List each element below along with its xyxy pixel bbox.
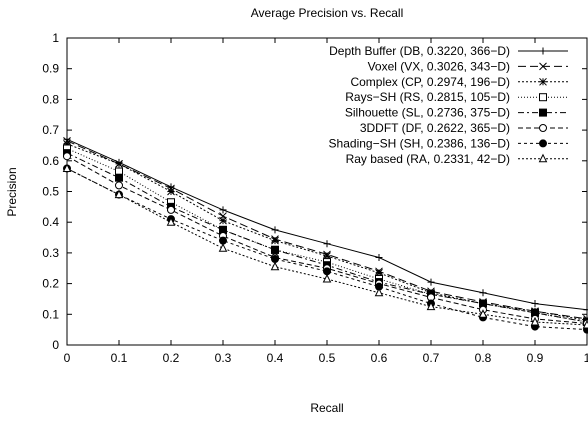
data-point — [219, 216, 227, 225]
x-tick-label: 0.3 — [215, 351, 232, 365]
data-point — [114, 189, 124, 199]
x-axis-label: Recall — [310, 401, 343, 415]
y-tick-label: 0.7 — [42, 123, 59, 137]
y-tick-label: 0.4 — [42, 215, 59, 229]
y-tick-label: 0.9 — [42, 62, 59, 76]
series-line — [66, 140, 588, 320]
data-point — [531, 300, 539, 308]
data-point — [271, 255, 279, 264]
legend-entry: Depth Buffer (DB, 0.3220, 366−D) — [329, 44, 568, 58]
x-tick-label: 0.5 — [319, 351, 336, 365]
data-point — [167, 205, 175, 214]
x-tick-label: 0.8 — [475, 351, 492, 365]
series-layer — [62, 135, 588, 334]
data-point — [218, 243, 228, 252]
data-point — [271, 245, 279, 254]
x-tick-label: 0.2 — [163, 351, 180, 365]
legend-label: Complex (CP, 0.2974, 196−D) — [350, 75, 510, 89]
y-tick-label: 0.3 — [42, 246, 59, 260]
x-tick-label: 0 — [64, 351, 71, 365]
data-point — [427, 278, 435, 286]
series-line — [66, 168, 588, 326]
data-point — [322, 273, 332, 283]
data-point — [479, 289, 487, 297]
data-point — [62, 163, 72, 172]
data-point — [426, 301, 436, 311]
series-line — [66, 152, 588, 323]
data-point — [219, 206, 227, 214]
data-point — [63, 140, 71, 148]
data-point — [539, 77, 547, 86]
chart-title: Average Precision vs. Recall — [251, 6, 404, 20]
legend-label: Shading−SH (SH, 0.2386, 136−D) — [329, 136, 510, 150]
y-tick-label: 0.6 — [42, 154, 59, 168]
y-axis-label: Precision — [5, 167, 19, 216]
data-point — [539, 139, 547, 148]
data-point — [582, 319, 588, 329]
y-tick-label: 0.8 — [42, 92, 59, 106]
data-point — [538, 153, 548, 163]
legend-label: Rays−SH (RS, 0.2815, 105−D) — [345, 90, 510, 104]
legend-entry: Voxel (VX, 0.3026, 343−D) — [368, 59, 568, 73]
series-3 — [63, 140, 588, 325]
legend-entry: Shading−SH (SH, 0.2386, 136−D) — [329, 136, 568, 150]
x-tick-label: 0.4 — [267, 351, 284, 365]
legend-label: Ray based (RA, 0.2331, 42−D) — [346, 152, 510, 166]
data-point — [323, 252, 331, 260]
data-point — [115, 173, 123, 182]
series-line — [66, 143, 588, 321]
data-point — [63, 152, 71, 161]
data-point — [539, 108, 547, 117]
data-point — [271, 236, 279, 245]
x-tick-label: 0.7 — [423, 351, 440, 365]
y-tick-label: 0 — [52, 338, 59, 352]
data-point — [375, 254, 383, 262]
data-point — [167, 187, 175, 196]
series-8 — [62, 163, 588, 329]
data-point — [539, 62, 547, 71]
legend-label: Voxel (VX, 0.3026, 343−D) — [368, 59, 510, 73]
data-point — [115, 181, 123, 190]
data-point — [270, 261, 280, 271]
legend-entry: Rays−SH (RS, 0.2815, 105−D) — [345, 90, 568, 104]
x-tick-label: 1 — [584, 351, 588, 365]
legend-entry: Silhouette (SL, 0.2736, 375−D) — [345, 106, 568, 120]
y-tick-label: 0.2 — [42, 277, 59, 291]
data-point — [539, 47, 547, 55]
data-point — [539, 93, 547, 102]
legend-label: Depth Buffer (DB, 0.3220, 366−D) — [329, 44, 510, 58]
data-point — [115, 160, 123, 168]
legend: Depth Buffer (DB, 0.3220, 366−D)Voxel (V… — [329, 44, 568, 166]
x-tick-label: 0.1 — [111, 351, 128, 365]
y-tick-label: 0.5 — [42, 185, 59, 199]
x-tick-label: 0.9 — [527, 351, 544, 365]
data-point — [583, 306, 588, 314]
series-line — [66, 168, 588, 331]
y-tick-label: 1 — [52, 31, 59, 45]
legend-label: Silhouette (SL, 0.2736, 375−D) — [345, 106, 510, 120]
x-tick-label: 0.6 — [371, 351, 388, 365]
data-point — [323, 240, 331, 248]
data-point — [375, 269, 383, 277]
data-point — [271, 226, 279, 234]
data-point — [374, 287, 384, 297]
data-point — [219, 236, 227, 245]
legend-entry: Complex (CP, 0.2974, 196−D) — [350, 75, 568, 89]
data-point — [478, 309, 488, 318]
data-point — [539, 124, 547, 132]
data-point — [530, 316, 540, 326]
axis-ticks: 0 0.1 0.2 0.3 0.4 0.5 0.6 0.7 0.8 0.9 1 0 0.1 0.2 0.3 0… — [42, 31, 588, 365]
data-point — [323, 267, 331, 276]
legend-entry: 3DDFT (DF, 0.2622, 365−D) — [360, 121, 568, 135]
legend-entry: Ray based (RA, 0.2331, 42−D) — [346, 152, 568, 166]
data-point — [166, 217, 176, 226]
legend-label: 3DDFT (DF, 0.2622, 365−D) — [360, 121, 510, 135]
series-6 — [63, 152, 588, 328]
y-tick-label: 0.1 — [42, 307, 59, 321]
